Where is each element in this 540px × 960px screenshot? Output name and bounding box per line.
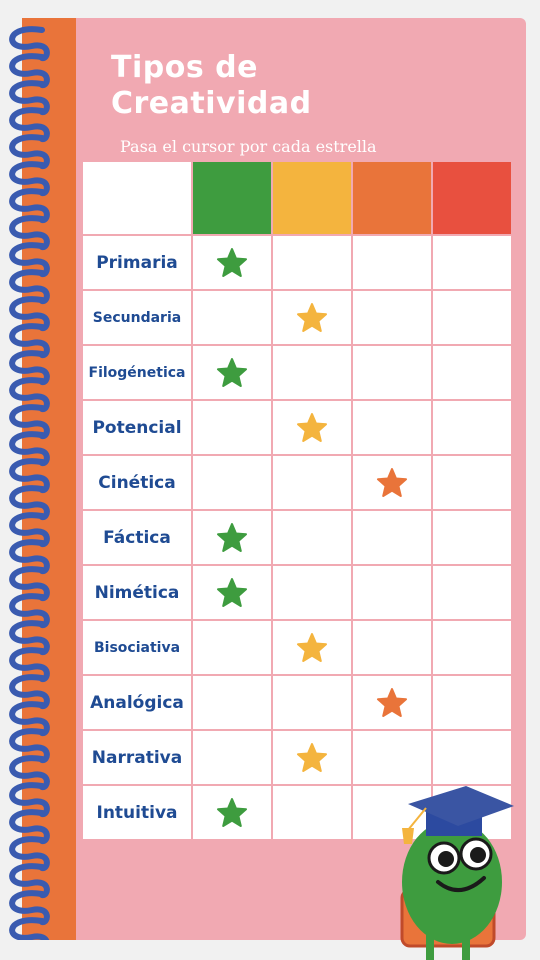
empty-cell bbox=[191, 289, 273, 346]
row-label: Nimética bbox=[81, 564, 193, 621]
empty-cell bbox=[351, 289, 433, 346]
star-cell[interactable] bbox=[191, 344, 273, 401]
star-icon[interactable] bbox=[376, 687, 408, 719]
star-icon[interactable] bbox=[376, 467, 408, 499]
table-row: Nimética bbox=[81, 564, 513, 621]
star-cell[interactable] bbox=[351, 674, 433, 731]
row-label: Narrativa bbox=[81, 729, 193, 786]
star-cell[interactable] bbox=[191, 564, 273, 621]
page-title: Tipos de Creatividad bbox=[111, 50, 312, 122]
star-cell[interactable] bbox=[271, 619, 353, 676]
empty-cell bbox=[271, 344, 353, 401]
empty-cell bbox=[431, 564, 513, 621]
column-header-tipo: Tipo bbox=[81, 160, 193, 236]
table-row: Narrativa bbox=[81, 729, 513, 786]
empty-cell bbox=[271, 509, 353, 566]
star-cell[interactable] bbox=[191, 784, 273, 841]
star-cell[interactable] bbox=[191, 234, 273, 291]
empty-cell bbox=[271, 564, 353, 621]
table-row: Fáctica bbox=[81, 509, 513, 566]
row-label: Primaria bbox=[81, 234, 193, 291]
empty-cell bbox=[271, 674, 353, 731]
empty-cell bbox=[271, 234, 353, 291]
table-row: Potencial bbox=[81, 399, 513, 456]
star-icon[interactable] bbox=[216, 577, 248, 609]
table-header-row: Tipo bbox=[81, 160, 513, 236]
empty-cell bbox=[431, 509, 513, 566]
table-row: Bisociativa bbox=[81, 619, 513, 676]
row-label: Cinética bbox=[81, 454, 193, 511]
star-icon[interactable] bbox=[216, 247, 248, 279]
star-icon[interactable] bbox=[296, 302, 328, 334]
empty-cell bbox=[431, 454, 513, 511]
table-row: Primaria bbox=[81, 234, 513, 291]
row-label: Filogénetica bbox=[81, 344, 193, 401]
instructions-text: Pasa el cursor por cada estrella bbox=[120, 137, 377, 156]
empty-cell bbox=[191, 399, 273, 456]
row-label: Analógica bbox=[81, 674, 193, 731]
row-label: Fáctica bbox=[81, 509, 193, 566]
empty-cell bbox=[431, 619, 513, 676]
star-icon[interactable] bbox=[216, 357, 248, 389]
star-icon[interactable] bbox=[216, 522, 248, 554]
empty-cell bbox=[271, 784, 353, 841]
empty-cell bbox=[351, 784, 433, 841]
table-row: Secundaria bbox=[81, 289, 513, 346]
row-label: Potencial bbox=[81, 399, 193, 456]
empty-cell bbox=[431, 344, 513, 401]
title-line-2: Creatividad bbox=[111, 86, 312, 121]
row-label: Secundaria bbox=[81, 289, 193, 346]
star-cell[interactable] bbox=[191, 509, 273, 566]
star-cell[interactable] bbox=[271, 399, 353, 456]
table-row: Filogénetica bbox=[81, 344, 513, 401]
empty-cell bbox=[351, 564, 433, 621]
table-body: Primaria Secundaria Filogénetica Potencial C… bbox=[81, 234, 513, 841]
spiral-binding-icon bbox=[9, 26, 50, 940]
empty-cell bbox=[431, 289, 513, 346]
empty-cell bbox=[191, 619, 273, 676]
empty-cell bbox=[431, 674, 513, 731]
level-header-green bbox=[191, 160, 273, 236]
row-label: Bisociativa bbox=[81, 619, 193, 676]
empty-cell bbox=[351, 509, 433, 566]
creativity-table: Tipo Primaria Secundaria Filogénetica Poten… bbox=[81, 160, 513, 841]
empty-cell bbox=[191, 674, 273, 731]
empty-cell bbox=[191, 729, 273, 786]
star-icon[interactable] bbox=[296, 742, 328, 774]
star-cell[interactable] bbox=[271, 289, 353, 346]
empty-cell bbox=[351, 619, 433, 676]
empty-cell bbox=[271, 454, 353, 511]
empty-cell bbox=[431, 234, 513, 291]
level-header-red bbox=[431, 160, 513, 236]
empty-cell bbox=[351, 344, 433, 401]
star-icon[interactable] bbox=[216, 797, 248, 829]
empty-cell bbox=[351, 399, 433, 456]
level-header-yellow bbox=[271, 160, 353, 236]
table-row: Analógica bbox=[81, 674, 513, 731]
graduate-mascot-icon bbox=[400, 786, 514, 960]
star-icon[interactable] bbox=[296, 412, 328, 444]
star-icon[interactable] bbox=[296, 632, 328, 664]
empty-cell bbox=[431, 729, 513, 786]
star-cell[interactable] bbox=[271, 729, 353, 786]
empty-cell bbox=[431, 399, 513, 456]
star-cell[interactable] bbox=[351, 454, 433, 511]
level-header-orange bbox=[351, 160, 433, 236]
table-row: Cinética bbox=[81, 454, 513, 511]
row-label: Intuitiva bbox=[81, 784, 193, 841]
empty-cell bbox=[351, 234, 433, 291]
empty-cell bbox=[191, 454, 273, 511]
title-line-1: Tipos de bbox=[111, 50, 258, 85]
empty-cell bbox=[351, 729, 433, 786]
